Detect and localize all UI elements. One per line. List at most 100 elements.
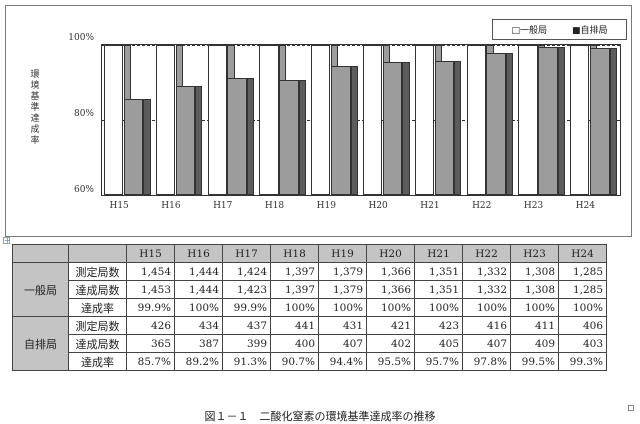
x-tick-h24: H24 — [575, 201, 595, 211]
bar-group-h21 — [413, 45, 465, 195]
bar-group-h23 — [516, 45, 568, 195]
table-cell: 1,379 — [318, 280, 367, 299]
bar-ippan — [466, 45, 486, 195]
bar-ippan — [207, 45, 227, 195]
bar-jihai-side — [402, 61, 410, 195]
figure-caption: 図１－１ 二酸化窒素の環境基準達成率の推移 — [204, 410, 436, 423]
table-row: 達成局数 365 387 399 400 407 402 405 407 409 403 — [13, 334, 607, 353]
table-cell: 97.8% — [462, 352, 511, 371]
legend-label-jihai: ■自排局 — [571, 26, 608, 36]
bar-jihai — [227, 77, 248, 195]
table-cell: 441 — [270, 316, 319, 335]
table-cell: 431 — [318, 316, 367, 335]
data-table: H15 H16 H17 H18 H19 H20 H21 H22 H23 H24 一般局 測定局数 1,… — [12, 244, 607, 371]
table-cell: 406 — [558, 316, 607, 335]
x-tick-h19: H19 — [316, 201, 336, 211]
bar-jihai-side — [557, 46, 566, 195]
table-cell: 1,285 — [558, 280, 607, 299]
x-tick-h20: H20 — [368, 201, 388, 211]
table-cell: 99.3% — [558, 352, 607, 371]
table-cell: 402 — [366, 334, 415, 353]
bar-ippan — [363, 45, 383, 195]
table-cell: 99.9% — [126, 298, 175, 317]
bar-ippan — [518, 45, 538, 195]
row-label: 測定局数 — [68, 316, 127, 335]
bar-jihai — [330, 66, 351, 195]
table-cell: 423 — [414, 316, 463, 335]
column-header-h18: H18 — [270, 244, 319, 263]
column-header-h16: H16 — [174, 244, 223, 263]
table-cell: 100% — [510, 298, 559, 317]
bar-ippan — [570, 45, 590, 195]
table-move-handle-icon[interactable]: + — [3, 236, 11, 245]
x-tick-h17: H17 — [213, 201, 233, 211]
table-cell: 1,351 — [414, 280, 463, 299]
table-cell: 91.3% — [222, 352, 271, 371]
table-cell: 411 — [510, 316, 559, 335]
table-row: 達成率 99.9% 100% 99.9% 100% 100% 100% 100% 100% 100… — [13, 298, 607, 317]
table-cell: 1,366 — [366, 262, 415, 281]
table-cell: 1,308 — [510, 262, 559, 281]
bar-jihai — [382, 61, 403, 195]
column-header-h23: H23 — [510, 244, 559, 263]
table-cell: 1,332 — [462, 262, 511, 281]
bar-jihai-side — [195, 85, 203, 195]
x-tick-h22: H22 — [472, 201, 492, 211]
table-row: 自排局 測定局数 426 434 437 441 431 421 423 416 411 406 — [12, 316, 607, 371]
bar-group-h20 — [361, 45, 413, 195]
table-cell: 1,308 — [510, 280, 559, 299]
legend-item-jihai: ■自排局 — [572, 23, 608, 36]
column-header-h17: H17 — [222, 244, 271, 263]
table-cell: 1,397 — [270, 280, 319, 299]
bar-jihai-side — [143, 98, 151, 195]
x-tick-h21: H21 — [420, 201, 440, 211]
table-cell: 1,285 — [558, 262, 607, 281]
table-cell: 100% — [366, 298, 415, 317]
row-label: 達成局数 — [68, 280, 127, 299]
bar-jihai — [538, 46, 558, 195]
bar-jihai — [123, 98, 144, 195]
bar-ippan — [155, 45, 175, 195]
table-cell: 400 — [270, 334, 319, 353]
column-header-h15: H15 — [126, 244, 175, 263]
bar-group-h24 — [568, 45, 620, 195]
table-cell: 1,454 — [126, 262, 175, 281]
table-cell: 416 — [462, 316, 511, 335]
chart-legend: □一般局 ■自排局 — [492, 19, 627, 40]
bar-ippan — [104, 45, 124, 195]
table-cell: 99.5% — [510, 352, 559, 371]
table-cell: 100% — [174, 298, 223, 317]
table-cell: 1,423 — [222, 280, 271, 299]
table-row: 一般局 測定局数 1,454 1,444 1,424 1,397 1,379 1,366 1,3… — [12, 262, 607, 317]
table-cell: 1,444 — [174, 262, 223, 281]
x-tick-h15: H15 — [109, 201, 129, 211]
table-cell: 100% — [462, 298, 511, 317]
table-cell: 99.9% — [222, 298, 271, 317]
group-label: 自排局 — [12, 316, 69, 371]
group-label: 一般局 — [12, 262, 69, 317]
bar-jihai — [434, 61, 455, 195]
x-tick-h16: H16 — [161, 201, 181, 211]
bar-group-h17 — [206, 45, 258, 195]
table-cell: 387 — [174, 334, 223, 353]
table-cell: 1,424 — [222, 262, 271, 281]
column-header-h21: H21 — [414, 244, 463, 263]
bar-group-h22 — [465, 45, 517, 195]
x-tick-h18: H18 — [264, 201, 285, 211]
row-label: 達成率 — [68, 298, 127, 317]
table-row: 達成率 85.7% 89.2% 91.3% 90.7% 94.4% 95.5% 95.7% 97… — [13, 352, 607, 371]
table-cell: 409 — [510, 334, 559, 353]
legend-item-ippan: □一般局 — [511, 23, 547, 36]
row-label: 測定局数 — [68, 262, 127, 281]
table-cell: 1,397 — [270, 262, 319, 281]
table-cell: 100% — [318, 298, 367, 317]
table-cell: 405 — [414, 334, 463, 353]
table-cell: 100% — [558, 298, 607, 317]
chart-container: □一般局 ■自排局 環境基準達成率 100% 80% 60% H15 H16 H17… — [5, 5, 632, 237]
table-resize-handle[interactable] — [628, 405, 634, 411]
bar-jihai — [279, 79, 299, 195]
legend-label-ippan: □一般局 — [511, 26, 547, 36]
table-cell: 1,379 — [318, 262, 367, 281]
column-header-h24: H24 — [558, 244, 607, 263]
table-cell: 437 — [222, 316, 271, 335]
